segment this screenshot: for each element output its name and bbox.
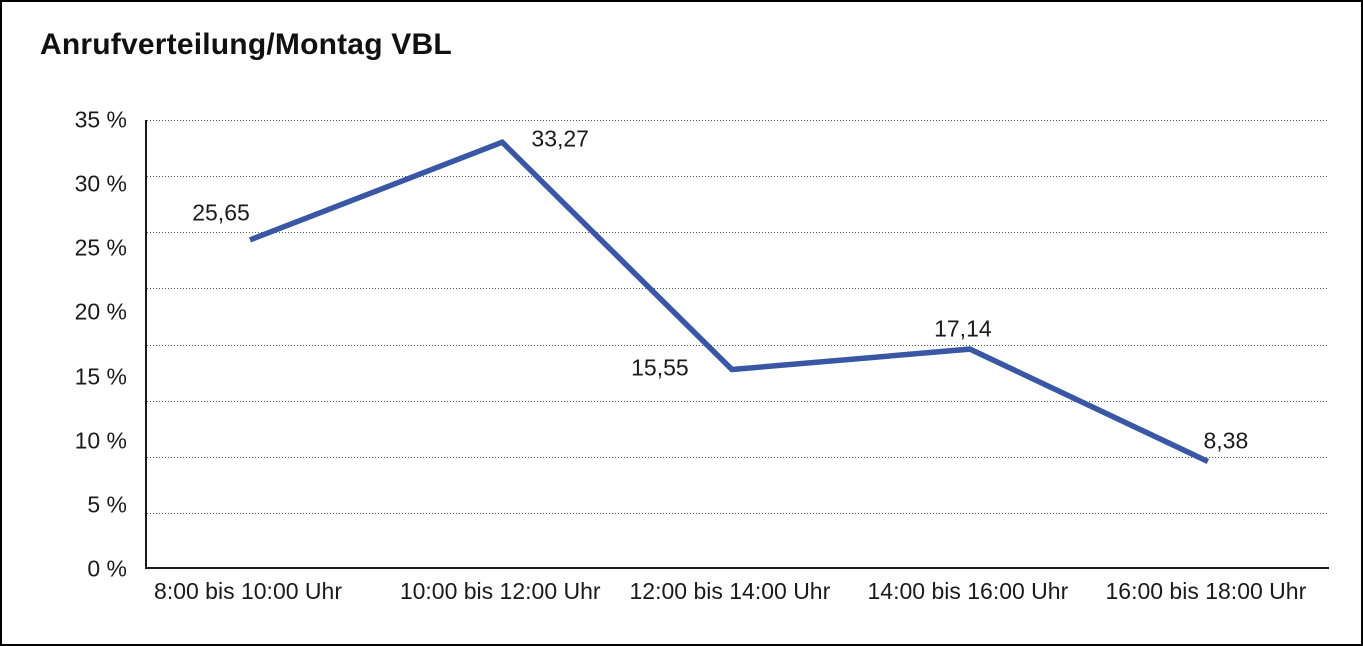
y-axis-tick-label: 20 % bbox=[74, 298, 127, 325]
line-series-path bbox=[249, 138, 1210, 464]
chart-title: Anrufverteilung/Montag VBL bbox=[40, 28, 452, 61]
gridline bbox=[147, 288, 1329, 290]
x-axis-category-label: 8:00 bis 10:00 Uhr bbox=[154, 578, 342, 604]
x-axis-category-label: 14:00 bis 16:00 Uhr bbox=[867, 578, 1069, 604]
y-axis-tick-label: 0 % bbox=[87, 555, 127, 582]
data-label: 8,38 bbox=[1203, 427, 1249, 454]
line-series bbox=[249, 138, 1210, 464]
y-axis-tick-label: 35 % bbox=[74, 106, 127, 133]
gridline bbox=[147, 232, 1329, 234]
y-axis: 35 % 30 % 25 % 20 % 15 % 10 % 5 % 0 % bbox=[2, 2, 127, 644]
y-axis-tick-label: 15 % bbox=[74, 363, 127, 390]
data-label: 33,27 bbox=[531, 125, 589, 152]
plot-area: 25,65 33,27 15,55 17,14 8,38 bbox=[145, 120, 1329, 569]
gridline bbox=[147, 176, 1329, 178]
y-axis-tick-label: 25 % bbox=[74, 234, 127, 261]
y-axis-tick-label: 5 % bbox=[87, 491, 127, 518]
data-label: 15,55 bbox=[631, 354, 689, 381]
gridline bbox=[147, 344, 1329, 346]
y-axis-tick-label: 30 % bbox=[74, 170, 127, 197]
data-label: 17,14 bbox=[934, 315, 992, 342]
y-axis-tick-label: 10 % bbox=[74, 427, 127, 454]
data-label: 25,65 bbox=[192, 199, 250, 226]
gridline bbox=[147, 400, 1329, 402]
gridline bbox=[147, 456, 1329, 458]
gridline bbox=[147, 512, 1329, 514]
gridline bbox=[147, 120, 1329, 121]
x-axis-category-label: 12:00 bis 14:00 Uhr bbox=[629, 578, 831, 604]
x-axis-category-label: 10:00 bis 12:00 Uhr bbox=[399, 578, 601, 604]
x-axis-category-label: 16:00 bis 18:00 Uhr bbox=[1105, 578, 1307, 604]
